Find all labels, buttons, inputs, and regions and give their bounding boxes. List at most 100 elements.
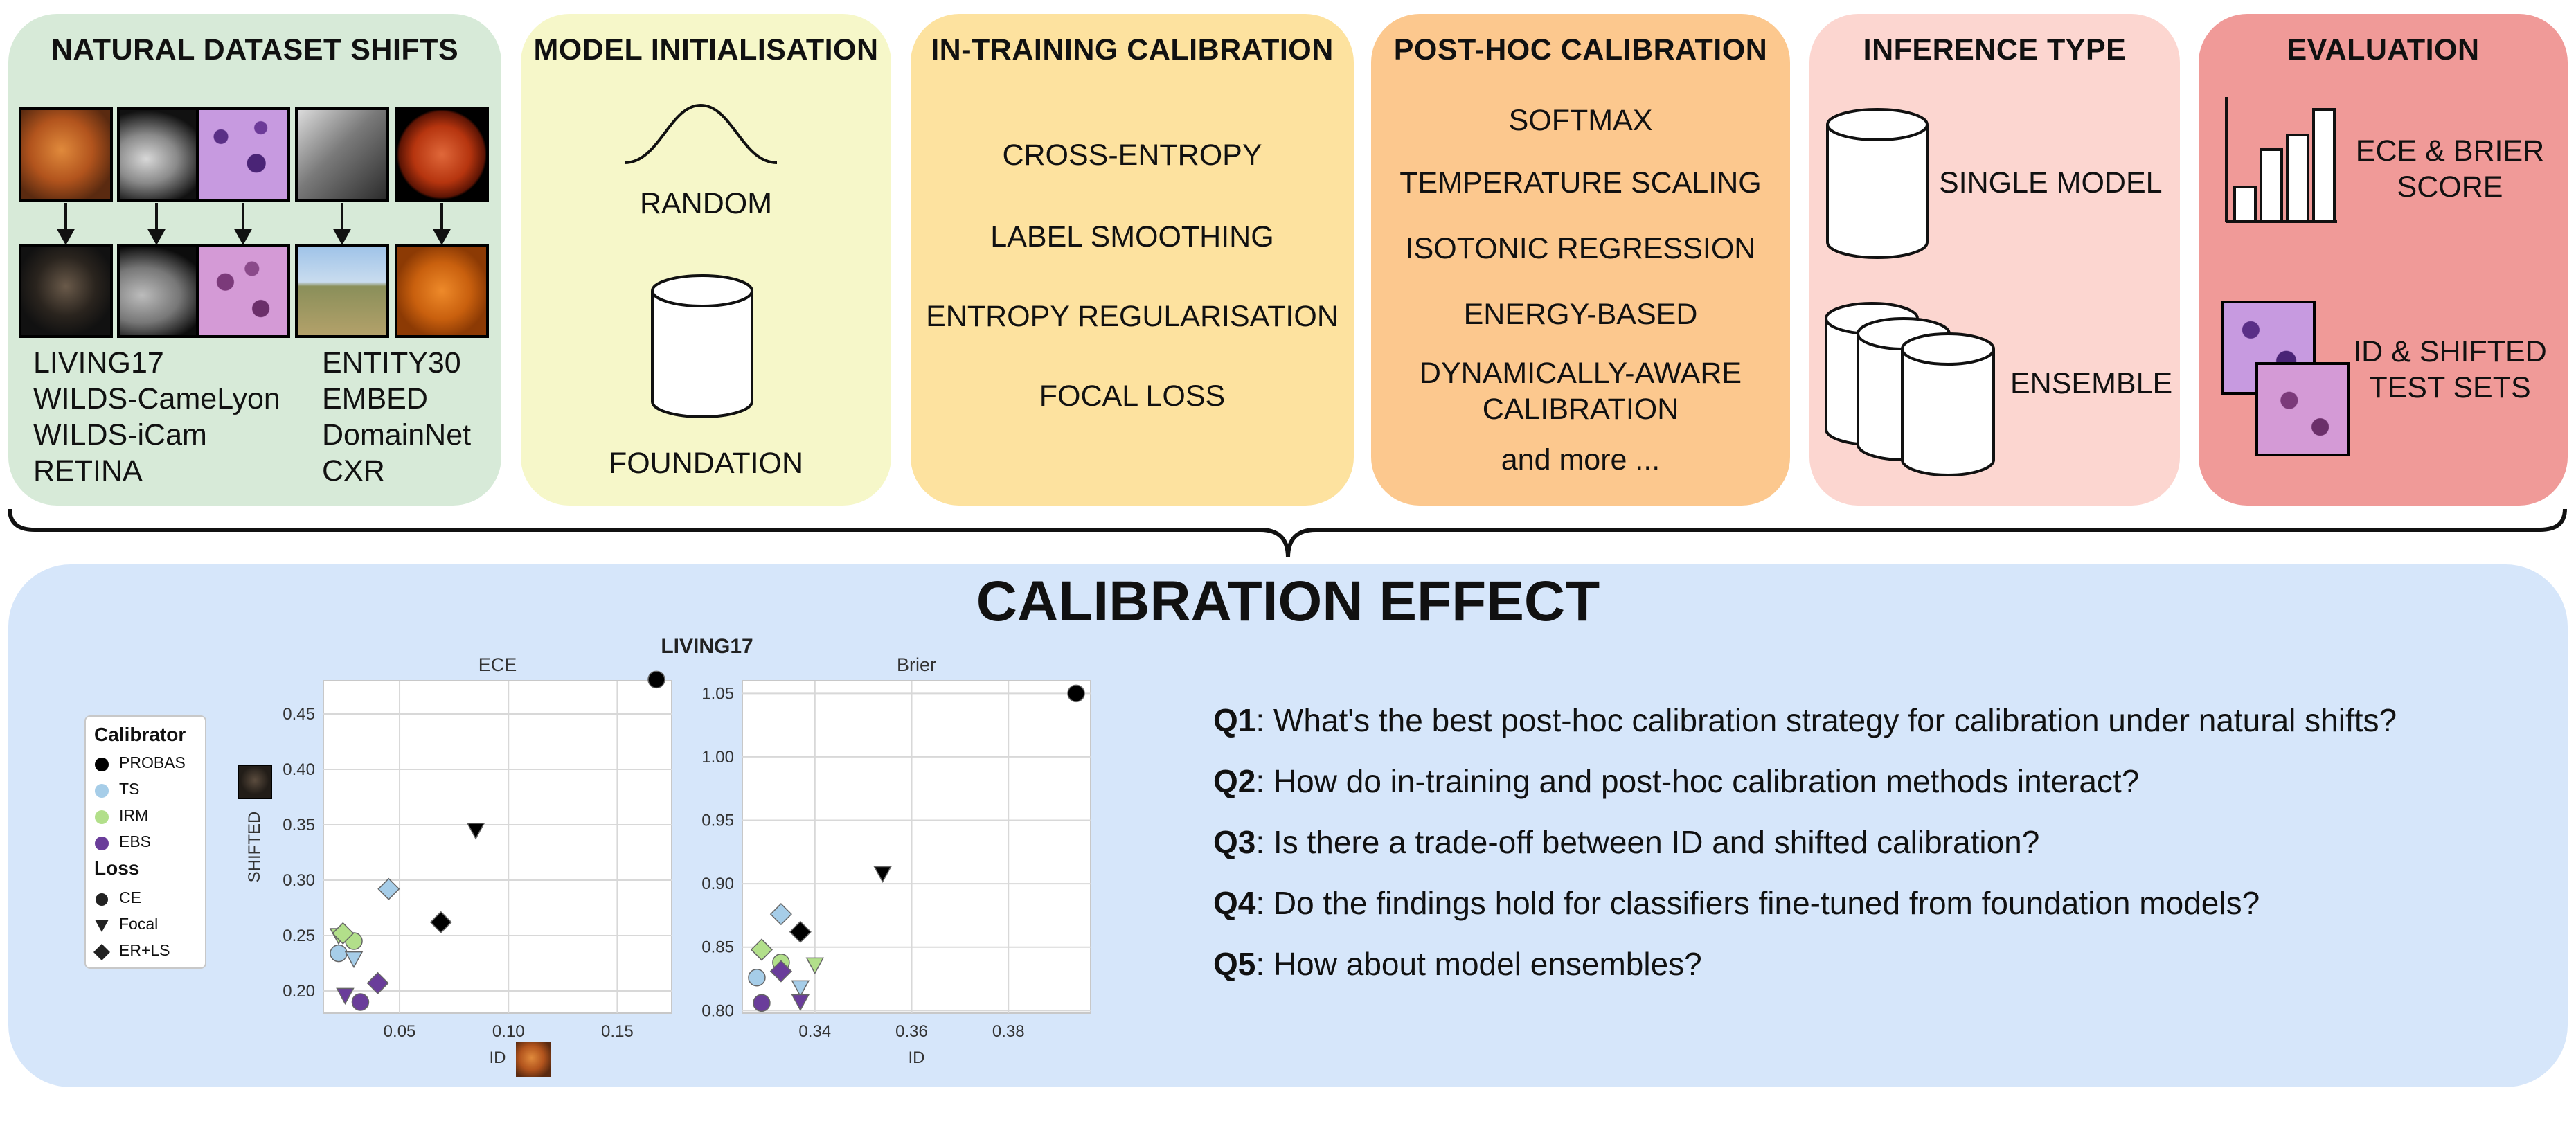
legend-item-ce: CE: [119, 888, 141, 906]
chart-legend: Calibrator PROBAS TS IRM EBS Loss CE Foc…: [84, 715, 206, 969]
data-point-ts: [791, 980, 810, 997]
data-point-probas: [429, 911, 452, 933]
legend-loss-title: Loss: [94, 857, 140, 879]
ts-marker: [95, 784, 109, 798]
legend-item-focal: Focal: [119, 915, 159, 933]
data-point-ebs: [791, 994, 810, 1012]
y-tick-label: 1.05: [701, 684, 734, 703]
mammogram-image-shifted: [117, 244, 211, 338]
data-point-ebs: [769, 960, 792, 983]
post-hoc-title: POST-HOC CALIBRATION: [1393, 33, 1768, 66]
y-tick-label: 0.80: [701, 1001, 734, 1020]
ensemble-icon: [1825, 302, 1995, 476]
test-sets-label-2: TEST SETS: [2369, 371, 2531, 404]
legend-item-ts: TS: [119, 780, 140, 798]
test-sets-label-1: ID & SHIFTED: [2353, 335, 2547, 368]
question-text: : Is there a trade-off between ID and sh…: [1255, 824, 2040, 860]
method-entropy-regularisation: ENTROPY REGULARISATION: [926, 300, 1339, 333]
dataset-name: WILDS-CameLyon: [33, 382, 280, 415]
y-tick-label: 0.85: [701, 938, 734, 957]
random-label: RANDOM: [639, 187, 773, 220]
inference-title: INFERENCE TYPE: [1863, 33, 2127, 66]
y-tick-label: 0.30: [283, 871, 315, 890]
data-point-ts: [344, 951, 364, 969]
single-model-label: SINGLE MODEL: [1939, 166, 2163, 199]
legend-item-ebs: EBS: [119, 832, 152, 850]
data-point-probas: [789, 920, 812, 943]
legend-calibrator-title: Calibrator: [94, 724, 186, 745]
y-axis-label: SHIFTED: [245, 812, 264, 883]
method-label-smoothing: LABEL SMOOTHING: [990, 220, 1274, 253]
data-point-ebs: [366, 972, 389, 994]
question-5: Q5: How about model ensembles?: [1213, 945, 1702, 983]
data-point-probas: [647, 670, 665, 689]
shifted-test-set-image: [2255, 362, 2350, 456]
x-axis-label: ID: [490, 1048, 506, 1067]
shift-arrows: [56, 203, 451, 246]
ensemble-label: ENSEMBLE: [2010, 367, 2173, 400]
data-point-irm: [750, 938, 773, 961]
chart-suptitle: LIVING17: [661, 635, 753, 658]
question-label: Q1: [1213, 702, 1256, 738]
orangutan-image: [19, 107, 113, 202]
inference-panel: INFERENCE TYPE SINGLE MODEL ENSEMBLE: [1809, 14, 2180, 506]
cylinder-icon: [651, 274, 753, 418]
question-label: Q4: [1213, 885, 1256, 921]
plot-area: [742, 680, 1091, 1014]
method-cross-entropy: CROSS-ENTROPY: [1002, 138, 1262, 172]
x-tick-label: 0.38: [992, 1022, 1025, 1041]
data-point-ts: [330, 944, 348, 963]
dataset-list-left: LIVING17 WILDS-CameLyon WILDS-iCam RETIN…: [33, 345, 280, 489]
bell-curve-icon: [624, 103, 778, 164]
data-point-ts: [748, 968, 766, 987]
orangutan-axis-icon: [516, 1042, 551, 1077]
dataset-name: LIVING17: [33, 346, 164, 379]
bar-chart-icon: [2225, 97, 2337, 223]
evaluation-panel: EVALUATION ECE & BRIER SCORE ID & SHIFTE…: [2199, 14, 2568, 506]
chart-title: ECE: [478, 654, 517, 675]
question-label: Q2: [1213, 763, 1256, 799]
data-point-probas: [873, 866, 892, 884]
y-tick-label: 0.40: [283, 760, 315, 779]
chart-title: Brier: [897, 654, 936, 675]
data-point-probas: [1067, 684, 1085, 703]
data-point-ebs: [753, 994, 771, 1012]
chimpanzee-axis-icon: [238, 765, 272, 799]
ce-marker: [96, 893, 108, 906]
y-tick-label: 0.35: [283, 816, 315, 834]
retina-image-shifted: [395, 244, 489, 338]
question-text: : How about model ensembles?: [1255, 946, 1702, 982]
question-text: : Do the findings hold for classifiers f…: [1255, 885, 2260, 921]
method-focal-loss: FOCAL LOSS: [1039, 379, 1226, 413]
question-1: Q1: What's the best post-hoc calibration…: [1213, 701, 2397, 739]
model-init-panel: MODEL INITIALISATION RANDOM FOUNDATION: [521, 14, 891, 506]
curly-brace: [8, 508, 2567, 558]
irm-marker: [95, 810, 109, 824]
database-icons: [1825, 108, 1995, 476]
x-tick-label: 0.34: [798, 1022, 831, 1041]
histology-image-shifted: [196, 244, 290, 338]
method-isotonic-regression: ISOTONIC REGRESSION: [1405, 232, 1756, 265]
data-point-irm: [805, 957, 825, 974]
dataset-name: EMBED: [322, 382, 428, 415]
wildlife-camera-image: [295, 107, 389, 202]
data-point-ts: [377, 877, 400, 900]
focal-marker: [95, 920, 109, 932]
method-dynamically-aware-cont: CALIBRATION: [1482, 393, 1679, 426]
evaluation-title: EVALUATION: [2287, 33, 2480, 66]
x-axis-label: ID: [909, 1048, 925, 1067]
method-dynamically-aware: DYNAMICALLY-AWARE: [1419, 357, 1742, 390]
y-tick-label: 0.90: [701, 875, 734, 893]
calibration-effect-title: CALIBRATION EFFECT: [976, 570, 1600, 633]
in-training-title: IN-TRAINING CALIBRATION: [931, 33, 1334, 66]
method-softmax: SOFTMAX: [1508, 104, 1653, 137]
legend-item-erls: ER+LS: [119, 941, 170, 959]
legend-item-probas: PROBAS: [119, 753, 186, 771]
x-tick-label: 0.36: [895, 1022, 928, 1041]
dataset-name: ENTITY30: [322, 346, 461, 379]
question-4: Q4: Do the findings hold for classifiers…: [1213, 884, 2260, 922]
histology-image-source: [196, 107, 290, 202]
y-tick-label: 0.20: [283, 982, 315, 1001]
savanna-image: [295, 244, 389, 338]
